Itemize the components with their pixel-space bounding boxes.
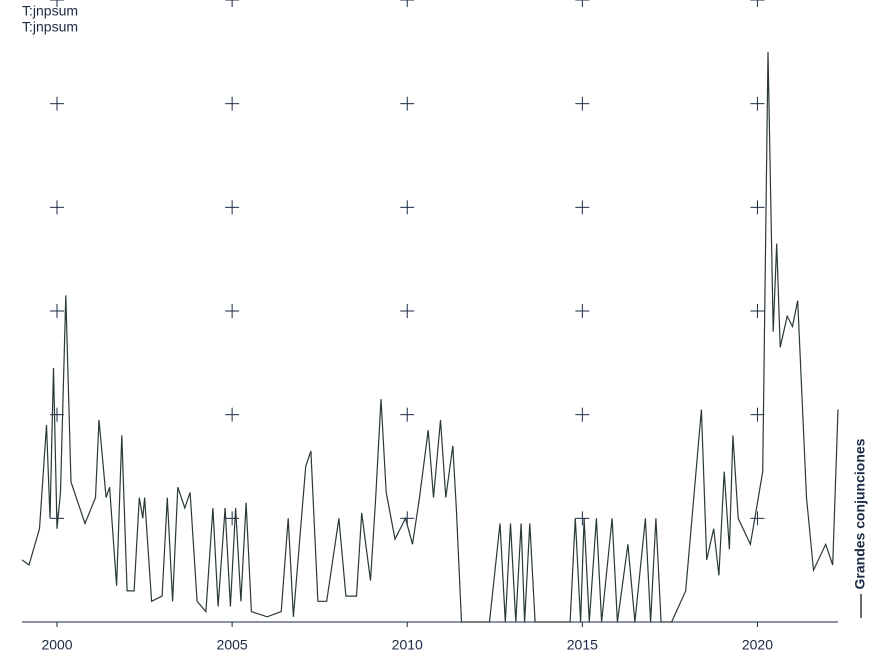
data-line: [21, 51, 839, 623]
x-tick-label: 2010: [392, 637, 423, 653]
header-line: T:jnpsum: [22, 3, 78, 19]
header-line: T:jnpsum: [22, 19, 78, 35]
x-tick-label: 2005: [217, 637, 248, 653]
x-tick-label: 2020: [742, 637, 773, 653]
legend-label: Grandes conjunciones: [852, 438, 868, 589]
x-tick-label: 2000: [41, 637, 72, 653]
x-tick-label: 2015: [567, 637, 598, 653]
